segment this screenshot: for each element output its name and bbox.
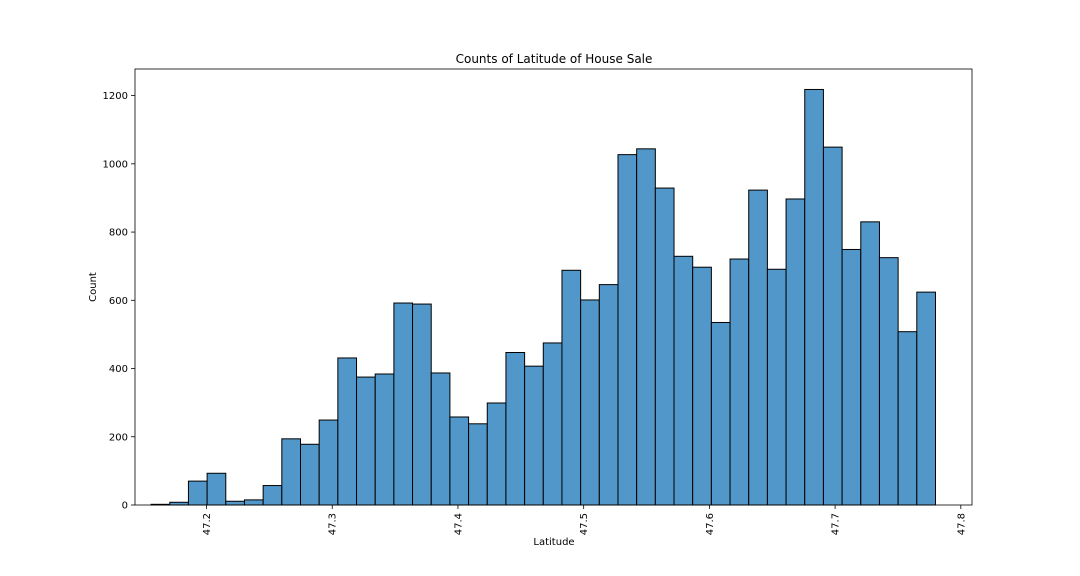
x-axis-label: Latitude xyxy=(533,537,574,548)
y-tick-label: 600 xyxy=(109,296,128,307)
histogram-bar xyxy=(785,198,806,506)
y-axis: 0 200 400 600 800 1000 1200 xyxy=(103,91,135,512)
x-tick-label: 47.8 xyxy=(956,513,967,535)
y-tick-label: 1200 xyxy=(103,91,128,102)
histogram-bar xyxy=(822,146,843,506)
histogram-bar xyxy=(486,402,507,506)
histogram-bar xyxy=(187,480,208,506)
histogram-bar xyxy=(729,258,750,506)
histogram-bar xyxy=(580,299,600,506)
histogram-bar xyxy=(841,248,862,506)
y-tick-label: 200 xyxy=(109,432,128,443)
histogram-bar xyxy=(617,154,638,506)
x-tick-label: 47.4 xyxy=(453,513,464,535)
x-tick-label: 47.7 xyxy=(831,513,842,535)
y-tick-label: 400 xyxy=(109,364,128,375)
histogram-bar xyxy=(916,291,936,506)
histogram-bar xyxy=(804,88,824,506)
histogram-bar xyxy=(766,268,787,506)
histogram-bar xyxy=(356,376,376,506)
histogram-bar xyxy=(505,352,526,506)
histogram-bar xyxy=(318,419,339,506)
histogram-bar xyxy=(206,472,227,506)
bars-group xyxy=(150,88,936,506)
y-tick-label: 0 xyxy=(122,501,128,512)
histogram-bar xyxy=(748,189,768,506)
histogram-bar xyxy=(897,331,918,506)
x-tick-label: 47.5 xyxy=(579,513,590,535)
histogram-bar xyxy=(692,266,712,506)
histogram-bar xyxy=(524,365,544,506)
histogram-bar xyxy=(412,303,432,506)
histogram-bar xyxy=(860,221,880,506)
histogram-bar xyxy=(542,342,563,506)
histogram-bar xyxy=(598,284,619,506)
plot-frame xyxy=(134,68,973,506)
histogram-bar xyxy=(673,255,694,506)
histogram-bar xyxy=(393,302,414,506)
histogram-bar xyxy=(281,438,302,506)
chart-title: Counts of Latitude of House Sale xyxy=(456,52,653,66)
histogram-bar xyxy=(710,321,731,506)
histogram-bar xyxy=(561,269,582,506)
histogram-bar xyxy=(636,148,656,506)
histogram-bar xyxy=(430,372,451,506)
histogram-bar xyxy=(225,500,245,506)
x-tick-label: 47.6 xyxy=(705,513,716,535)
histogram-bar xyxy=(243,499,264,506)
y-tick-label: 1000 xyxy=(103,159,128,170)
histogram-bar xyxy=(262,485,283,506)
histogram-bar xyxy=(374,373,395,506)
histogram-bar xyxy=(654,187,675,506)
x-tick-label: 47.3 xyxy=(328,513,339,535)
x-tick-label: 47.2 xyxy=(202,513,213,535)
y-axis-label: Count xyxy=(88,272,99,302)
histogram-bar xyxy=(337,357,358,506)
histogram-bar xyxy=(449,416,470,506)
x-axis: 47.2 47.3 47.4 47.5 47.6 47.7 47.8 xyxy=(202,505,967,535)
histogram-bar xyxy=(169,501,189,506)
histogram-bar xyxy=(300,443,320,506)
y-tick-label: 800 xyxy=(109,228,128,239)
histogram-bar xyxy=(468,423,488,506)
histogram-bar xyxy=(878,257,899,506)
